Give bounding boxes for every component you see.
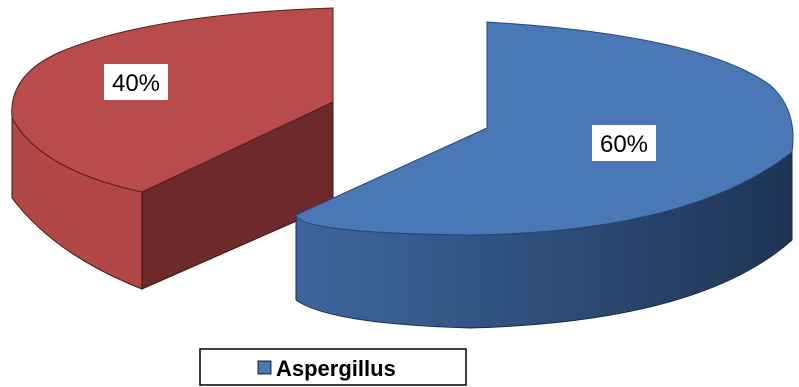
- legend-label-0: Aspergillus: [276, 356, 396, 381]
- slice-1-data-label: 40%: [112, 70, 160, 97]
- legend-swatch-0: [257, 360, 272, 375]
- slice-0-top: [295, 21, 794, 236]
- legend-box: [199, 348, 467, 386]
- legend: Aspergillus: [199, 348, 467, 386]
- slice-1-top: [11, 7, 334, 193]
- pie-slice-0: 60%: [295, 21, 794, 329]
- slice-1-label-box: [104, 64, 168, 100]
- slice-0-label-box: [592, 125, 656, 161]
- pie-slice-1: 40%: [11, 7, 334, 290]
- slice-0-data-label: 60%: [600, 131, 648, 158]
